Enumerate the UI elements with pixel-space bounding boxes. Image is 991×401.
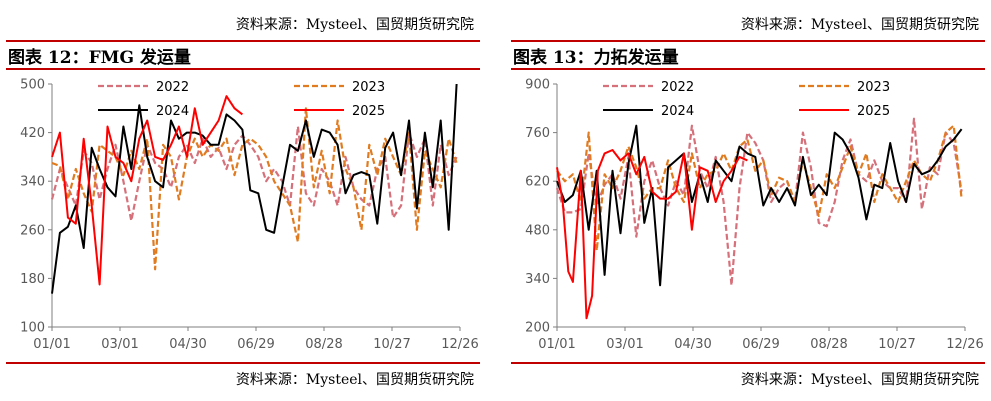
legend-label-2024: 2024 [156,104,189,119]
x-tick-label: 08/28 [810,337,847,352]
footer-rule [6,362,480,364]
y-tick-label: 100 [20,321,45,336]
y-tick-label: 480 [525,223,550,238]
y-tick-label: 620 [525,175,550,190]
legend-label-2022: 2022 [661,80,694,95]
series-line-2023 [51,107,458,271]
y-tick-label: 180 [20,272,45,287]
x-tick-label: 04/30 [169,337,206,352]
legend-label-2025: 2025 [857,104,890,119]
source-note-bottom: 资料来源：Mysteel、国贸期货研究院 [740,372,979,388]
chart-panel-fmg: 资料来源：Mysteel、国贸期货研究院 图表 12：FMG 发运量 100 18… [6,0,486,401]
title-rule [511,68,985,70]
chart-title: 图表 13：力拓发运量 [513,48,679,68]
x-tick-label: 06/29 [237,337,274,352]
x-tick-label: 01/01 [33,337,70,352]
header-rule [6,40,480,42]
title-rule [6,68,480,70]
y-tick-label: 900 [525,78,550,93]
x-tick-label: 12/26 [441,337,478,352]
series-line-2025 [556,149,748,320]
x-tick-label: 10/27 [373,337,410,352]
x-tick-label: 06/29 [742,337,779,352]
y-tick-label: 420 [20,126,45,141]
x-tick-label: 03/01 [606,337,643,352]
header-rule [511,40,985,42]
y-tick-label: 260 [20,223,45,238]
x-tick-label: 04/30 [674,337,711,352]
y-tick-label: 340 [525,272,550,287]
y-tick-label: 340 [20,175,45,190]
riotinto-shipment-chart: 200 340 480 620 760 900 01/01 03/01 04/30 06/29 08… [525,78,984,353]
x-tick-label: 03/01 [101,337,138,352]
source-note-bottom: 资料来源：Mysteel、国贸期货研究院 [235,372,474,388]
x-tick-label: 12/26 [946,337,983,352]
y-tick-label: 200 [525,321,550,336]
footer-rule [511,362,985,364]
x-tick-label: 01/01 [538,337,575,352]
fmg-shipment-chart: 100 180 260 340 420 500 01/01 03/01 04/30 06/29 08… [20,78,479,353]
source-note-top: 资料来源：Mysteel、国贸期货研究院 [740,17,979,33]
chart-panel-riotinto: 资料来源：Mysteel、国贸期货研究院 图表 13：力拓发运量 200 340 4… [511,0,991,401]
y-tick-label: 500 [20,78,45,93]
chart-title: 图表 12：FMG 发运量 [8,48,191,68]
legend-label-2024: 2024 [661,104,694,119]
x-tick-label: 10/27 [878,337,915,352]
series-line-2024 [556,124,963,287]
source-note-top: 资料来源：Mysteel、国贸期货研究院 [235,17,474,33]
legend-label-2023: 2023 [857,80,890,95]
series-line-2024 [51,83,458,294]
x-tick-label: 08/28 [305,337,342,352]
legend-label-2022: 2022 [156,80,189,95]
series-line-2025 [51,95,244,286]
legend-label-2025: 2025 [352,104,385,119]
series-line-2023 [556,124,963,252]
y-tick-label: 760 [525,126,550,141]
series-line-2022 [555,117,963,287]
legend-label-2023: 2023 [352,80,385,95]
